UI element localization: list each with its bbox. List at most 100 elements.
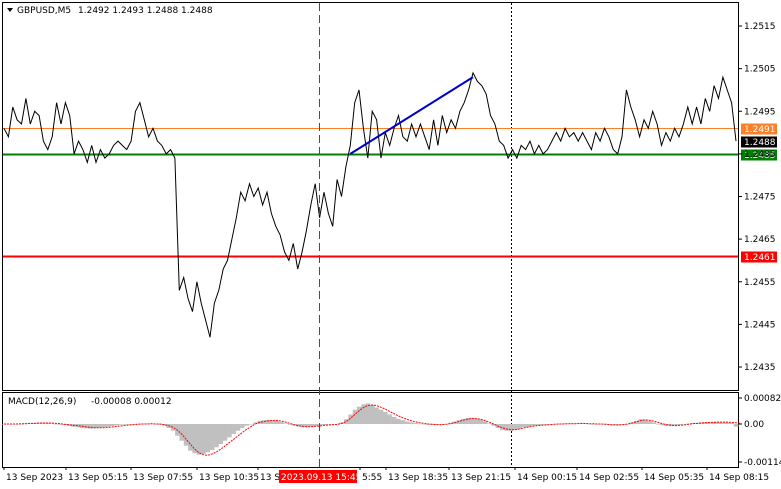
macd-histogram-bar xyxy=(188,424,193,451)
price-axis: 1.2491 1.2488 1.2485 1.2461 1.2515 1.2505 1.24… xyxy=(738,22,777,373)
macd-histogram-bar xyxy=(84,424,89,429)
macd-histogram-bar xyxy=(677,424,683,425)
level-tag-current xyxy=(741,136,777,148)
time-tick-label: 13 Sep 2023 xyxy=(6,473,63,483)
macd-histogram-bar xyxy=(625,424,631,425)
macd-histogram-bar xyxy=(404,421,410,424)
price-line xyxy=(3,71,737,338)
macd-histogram-bar xyxy=(668,424,674,426)
time-tick-label: 14 Sep 02:55 xyxy=(579,473,639,483)
macd-histogram-bar xyxy=(162,424,167,426)
macd-histogram-bar xyxy=(512,424,518,430)
macd-histogram-bar xyxy=(638,419,644,424)
level-label-low: 1.2461 xyxy=(744,253,776,263)
macd-histogram-bar xyxy=(478,419,483,424)
macd-histogram-bar xyxy=(270,420,275,424)
macd-histogram-bar xyxy=(517,424,522,429)
macd-histogram-bar xyxy=(417,423,423,425)
macd-histogram-bar xyxy=(716,421,722,424)
macd-histogram-bar xyxy=(19,424,24,425)
macd-histogram-bar xyxy=(357,406,362,424)
macd-histogram-bar xyxy=(504,424,509,431)
macd-histogram-bar xyxy=(681,424,687,425)
macd-histogram-bar xyxy=(214,424,219,448)
macd-histogram-bar xyxy=(209,424,215,450)
macd-histogram-bar xyxy=(192,424,197,454)
time-axis: 13 Sep 2023 13 Sep 05:15 13 Sep 07:55 13 Se… xyxy=(3,467,769,483)
macd-histogram-bar xyxy=(647,420,652,424)
price-tick-label: 1.2475 xyxy=(744,193,776,203)
macd-histogram-bar xyxy=(655,424,661,425)
macd-histogram-bar xyxy=(66,424,72,426)
macd-histogram-bar xyxy=(283,423,288,424)
macd-histogram-bar xyxy=(222,424,228,441)
macd-histogram-bar xyxy=(253,422,258,424)
macd-histogram-bar xyxy=(590,424,596,425)
macd-histogram-bar xyxy=(651,422,657,424)
macd-histogram-bar xyxy=(525,424,531,427)
price-pane-frame xyxy=(2,2,739,391)
macd-histogram-bar xyxy=(422,424,427,425)
macd-histogram-bar xyxy=(725,422,730,424)
macd-histogram-bar xyxy=(707,422,713,424)
macd-tick-label: 0.00 xyxy=(744,420,764,430)
time-tick-label: 5:55 xyxy=(362,473,382,483)
macd-histogram-bar xyxy=(144,423,150,425)
macd-histogram-bar xyxy=(595,424,600,425)
macd-histogram-bar xyxy=(538,424,544,425)
macd-histogram-bar xyxy=(127,424,133,425)
macd-name: MACD(12,26,9) xyxy=(8,397,76,407)
macd-histogram-bar xyxy=(374,407,379,424)
macd-histogram-bar xyxy=(521,424,527,428)
macd-histogram-bar xyxy=(396,418,401,424)
price-tick-label: 1.2435 xyxy=(744,363,776,373)
macd-histogram-bar xyxy=(227,424,232,438)
level-label-resistance: 1.2491 xyxy=(744,125,776,135)
symbol-label: GBPUSD,M5 xyxy=(17,6,71,16)
macd-histogram-bar xyxy=(218,424,223,444)
macd-histogram-bar xyxy=(196,424,202,455)
price-tick-label: 1.2515 xyxy=(744,22,776,32)
time-tick-label: 14 Sep 00:15 xyxy=(517,473,577,483)
time-tick-label: 13 Sep 05:15 xyxy=(68,473,128,483)
macd-histogram-bar xyxy=(733,424,739,427)
time-tick-label: 14 Sep 08:15 xyxy=(709,473,769,483)
macd-histogram-bar xyxy=(305,424,310,428)
macd-histogram-bar xyxy=(153,424,158,425)
event-time-label: 2023.09.13 15:45 xyxy=(281,473,361,483)
price-tick-label: 1.2495 xyxy=(744,107,776,117)
macd-pane-frame xyxy=(2,392,739,468)
macd-series xyxy=(1,403,741,456)
macd-histogram-bar xyxy=(136,423,141,425)
macd-histogram-bar xyxy=(469,417,475,424)
time-tick-label: 13 Sep 18:35 xyxy=(388,473,448,483)
macd-histogram-bar xyxy=(465,418,470,424)
macd-histogram-bar xyxy=(10,424,16,425)
event-time-tag xyxy=(279,470,357,483)
macd-histogram-bar xyxy=(409,422,414,424)
macd-histogram-bar xyxy=(92,424,98,429)
macd-histogram-bar xyxy=(105,424,111,427)
macd-histogram-bar xyxy=(110,424,115,426)
price-tick-label: 1.2505 xyxy=(744,65,776,75)
macd-histogram-bar xyxy=(118,424,124,425)
macd-histogram-bar xyxy=(296,424,301,427)
time-tick-label: 14 Sep 05:35 xyxy=(644,473,704,483)
macd-histogram-bar xyxy=(231,424,236,434)
macd-signal-line xyxy=(4,404,741,456)
level-lines xyxy=(3,128,738,258)
level-tag-support xyxy=(741,149,777,161)
trend-line[interactable] xyxy=(349,76,474,155)
macd-histogram-bar xyxy=(482,421,488,424)
macd-histogram-bar xyxy=(248,424,254,425)
macd-histogram-bar xyxy=(383,412,388,424)
ohlc-values: 1.2492 1.2493 1.2488 1.2488 xyxy=(78,6,213,16)
macd-tick-label: 0.00082 xyxy=(744,394,781,404)
macd-histogram-bar xyxy=(352,409,358,424)
macd-histogram-bar xyxy=(699,422,704,424)
macd-histogram-bar xyxy=(205,424,210,453)
triangle-down-icon[interactable] xyxy=(7,8,13,12)
macd-histogram-bar xyxy=(712,421,717,424)
macd-values: -0.00008 0.00012 xyxy=(91,397,172,407)
